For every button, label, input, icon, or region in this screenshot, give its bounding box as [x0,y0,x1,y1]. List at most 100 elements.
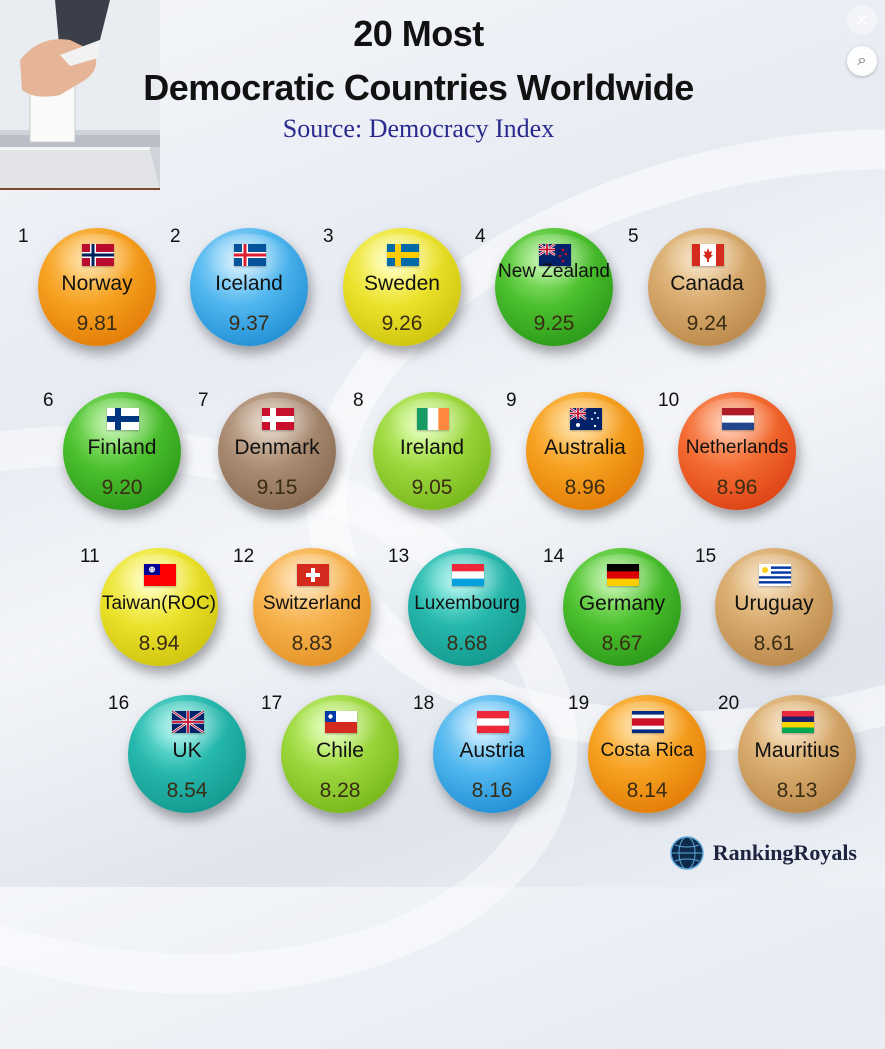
country-ball: Chile 8.28 [281,695,399,813]
democracy-score: 8.96 [564,476,606,499]
country-name: Luxembourg [414,593,520,614]
iceland-flag-icon [234,244,266,266]
democracy-score: 9.26 [381,312,423,335]
rank-number: 11 [80,546,100,567]
finland-flag-icon [107,408,139,430]
germany-flag-icon [607,564,639,586]
norway-flag-icon [82,244,114,266]
country-ball: Sweden 9.26 [343,228,461,346]
country-name: Uruguay [734,592,814,615]
country-entry: 19 Costa Rica 8.14 [568,693,706,825]
country-entry: 14 Germany 8.67 [543,546,681,678]
rank-number: 7 [198,390,209,411]
rank-number: 3 [323,226,334,247]
country-ball: Luxembourg 8.68 [408,548,526,666]
chile-flag-icon [325,711,357,733]
rank-number: 19 [568,693,590,714]
brand-name: RankingRoyals [712,840,857,865]
uruguay-flag-icon [759,564,791,586]
country-ball: Finland 9.20 [63,392,181,510]
rank-number: 20 [718,693,740,714]
country-ball: Uruguay 8.61 [715,548,833,666]
democracy-score: 9.24 [686,312,728,335]
rank-number: 6 [43,390,54,411]
country-name: Germany [578,592,666,615]
country-entry: 12 Switzerland 8.83 [233,546,371,678]
country-ball: Denmark 9.15 [218,392,336,510]
country-entry: 17 Chile 8.28 [261,693,399,825]
country-ball: Iceland 9.37 [190,228,308,346]
country-ball: Germany 8.67 [563,548,681,666]
country-entry: 2 Iceland 9.37 [170,226,308,358]
country-ball: Australia 8.96 [526,392,644,510]
country-ball: Austria 8.16 [433,695,551,813]
country-name: UK [172,739,202,762]
country-name: Chile [316,739,364,762]
country-name: Ireland [399,436,465,459]
country-name: Switzerland [262,593,362,614]
denmark-flag-icon [262,408,294,430]
rank-number: 5 [628,226,639,247]
page-title-line-1: 20 Most [353,13,484,54]
country-name: Netherlands [685,437,789,458]
country-ball: Taiwan(ROC) 8.94 [100,548,218,666]
democracy-score: 8.28 [319,779,361,802]
rank-number: 12 [233,546,255,567]
democracy-score: 8.16 [471,779,513,802]
democracy-score: 9.15 [256,476,298,499]
country-entry: 6 Finland 9.20 [43,390,181,522]
democracy-score: 8.13 [776,779,818,802]
country-entry: 15 Uruguay 8.61 [695,546,833,678]
country-ball: Norway 9.81 [38,228,156,346]
country-name: Costa Rica [600,740,694,761]
democracy-score: 8.54 [166,779,208,802]
country-name: Austria [459,739,525,762]
democracy-score: 8.61 [753,632,795,655]
rank-number: 13 [388,546,410,567]
country-entry: 9 Australia 8.96 [506,390,644,522]
country-ball: UK 8.54 [128,695,246,813]
uk-flag-icon [172,711,204,733]
rank-number: 15 [695,546,717,567]
country-name: Canada [670,272,744,295]
country-name: Iceland [215,272,283,295]
country-ball: Ireland 9.05 [373,392,491,510]
country-name: Norway [61,272,133,295]
country-name: Denmark [234,436,320,459]
democracy-score: 8.96 [716,476,758,499]
rank-number: 2 [170,226,181,247]
rank-number: 14 [543,546,565,567]
mauritius-flag-icon [782,711,814,733]
country-name: Australia [544,436,626,459]
democracy-score: 9.25 [533,312,575,335]
new-zealand-flag-icon [539,244,571,266]
visual-search-button[interactable]: ⌕ [847,46,877,76]
country-entry: 10 Netherlands 8.96 [658,390,796,522]
close-icon: × [855,7,869,32]
country-ball: Costa Rica 8.14 [588,695,706,813]
democracy-score: 8.83 [291,632,333,655]
brand-signature: RankingRoyals [669,835,857,871]
rank-number: 4 [475,226,486,247]
country-ball: Canada 9.24 [648,228,766,346]
country-entry: 4 New Zealand 9.25 [475,226,613,358]
country-entry: 3 Sweden 9.26 [323,226,461,358]
close-button[interactable]: × [847,5,877,35]
costa-rica-flag-icon [632,711,664,733]
country-entry: 16 UK 8.54 [108,693,246,825]
democracy-score: 8.68 [446,632,488,655]
globe-logo-icon [669,836,704,870]
country-name: Sweden [364,272,440,295]
ballot-box-hand-illustration [0,0,160,190]
country-name: New Zealand [498,261,610,282]
taiwan-flag-icon [144,564,176,586]
switzerland-flag-icon [297,564,329,586]
democracy-score: 9.81 [76,312,118,335]
country-entry: 18 Austria 8.16 [413,693,551,825]
democracy-score: 9.20 [101,476,143,499]
rank-number: 17 [261,693,283,714]
country-name: Mauritius [754,739,840,762]
country-ball: Mauritius 8.13 [738,695,856,813]
country-entry: 13 Luxembourg 8.68 [388,546,526,678]
country-ball: Switzerland 8.83 [253,548,371,666]
